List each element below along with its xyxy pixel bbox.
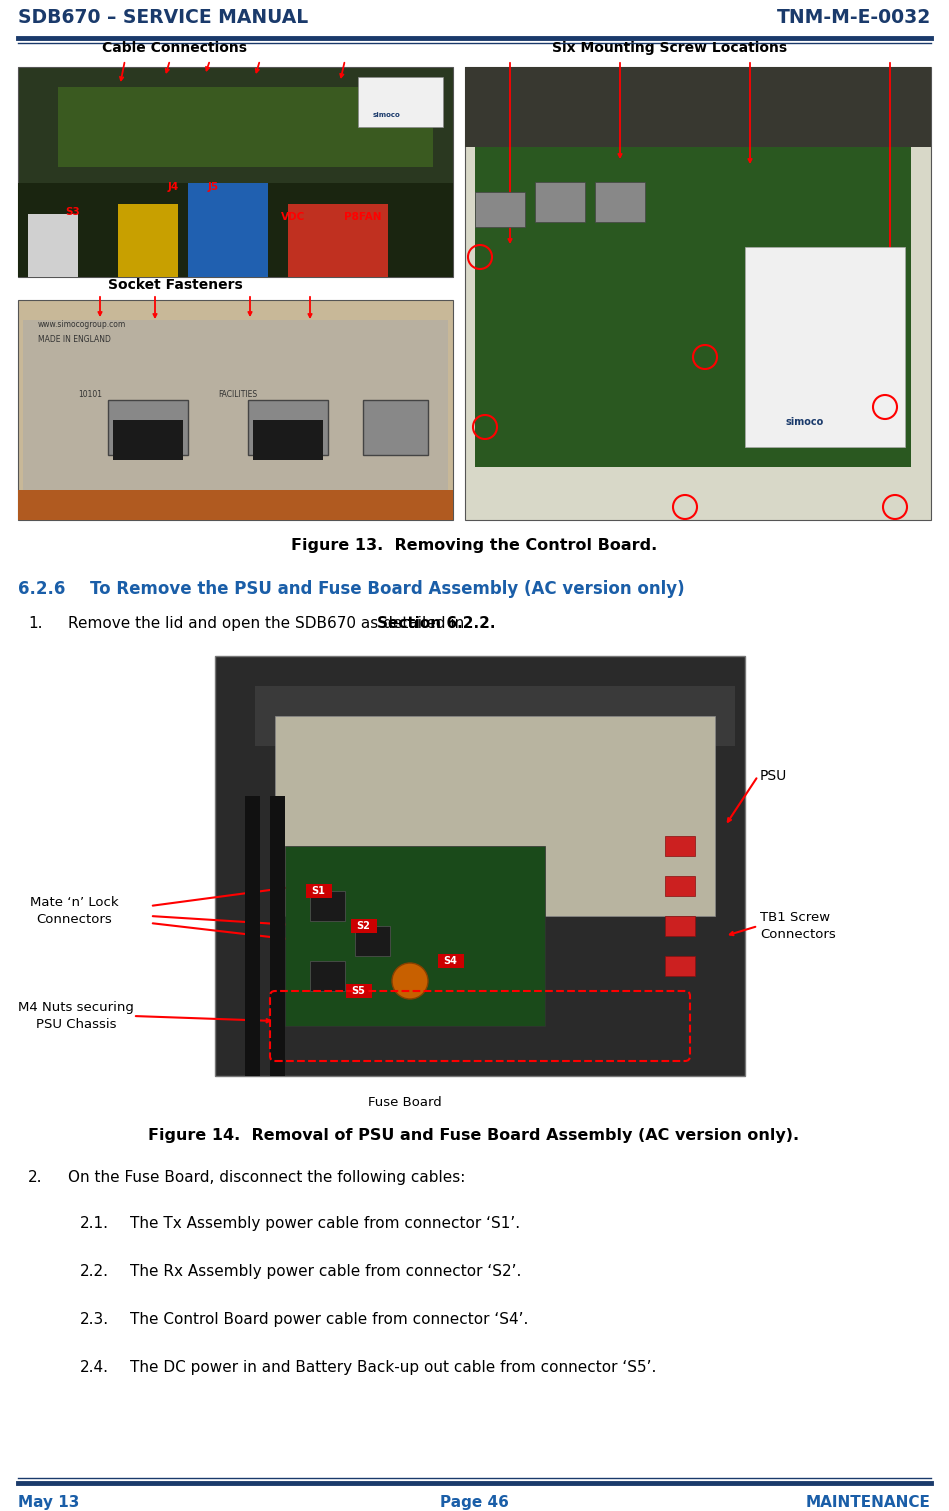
Text: VDC: VDC bbox=[281, 212, 306, 222]
Text: Fuse Board: Fuse Board bbox=[368, 1095, 442, 1109]
Text: P8FAN: P8FAN bbox=[344, 212, 381, 222]
Text: simoco: simoco bbox=[373, 112, 400, 118]
Text: PSU: PSU bbox=[760, 769, 788, 783]
Text: Six Mounting Screw Locations: Six Mounting Screw Locations bbox=[552, 41, 788, 54]
Text: S2: S2 bbox=[356, 922, 370, 931]
Bar bbox=[535, 181, 585, 222]
Bar bbox=[248, 400, 328, 455]
Bar bbox=[113, 420, 183, 459]
Bar bbox=[665, 916, 695, 935]
Text: FACILITIES: FACILITIES bbox=[218, 390, 257, 399]
Text: 6.2.6: 6.2.6 bbox=[18, 580, 65, 598]
Bar bbox=[465, 66, 931, 520]
Bar bbox=[745, 246, 905, 447]
Text: MAINTENANCE: MAINTENANCE bbox=[806, 1494, 931, 1509]
Text: TB1 Screw
Connectors: TB1 Screw Connectors bbox=[760, 911, 836, 941]
Bar bbox=[665, 836, 695, 857]
Bar bbox=[18, 490, 453, 520]
Text: S3: S3 bbox=[65, 207, 81, 218]
Bar bbox=[23, 320, 448, 511]
Text: S1: S1 bbox=[311, 885, 325, 896]
Text: 2.1.: 2.1. bbox=[80, 1216, 109, 1231]
Bar bbox=[108, 400, 188, 455]
Text: S5: S5 bbox=[351, 987, 365, 996]
Text: TNM-M-E-0032: TNM-M-E-0032 bbox=[776, 8, 931, 27]
Bar bbox=[475, 147, 911, 467]
Bar bbox=[288, 204, 388, 277]
Text: M4 Nuts securing
PSU Chassis: M4 Nuts securing PSU Chassis bbox=[18, 1000, 134, 1031]
Bar bbox=[188, 183, 268, 277]
Text: 2.2.: 2.2. bbox=[80, 1265, 109, 1278]
Bar bbox=[665, 876, 695, 896]
Circle shape bbox=[392, 963, 428, 999]
Text: 2.4.: 2.4. bbox=[80, 1360, 109, 1375]
Bar bbox=[310, 961, 345, 991]
Text: May 13: May 13 bbox=[18, 1494, 80, 1509]
Text: Figure 13.  Removing the Control Board.: Figure 13. Removing the Control Board. bbox=[291, 538, 657, 553]
Bar bbox=[18, 183, 453, 277]
Text: J4: J4 bbox=[167, 181, 178, 192]
Bar bbox=[363, 400, 428, 455]
Bar bbox=[18, 301, 453, 520]
Text: The Tx Assembly power cable from connector ‘S1’.: The Tx Assembly power cable from connect… bbox=[130, 1216, 520, 1231]
Bar bbox=[346, 984, 372, 997]
Bar bbox=[355, 926, 390, 956]
Bar bbox=[358, 77, 443, 127]
Text: The DC power in and Battery Back-up out cable from connector ‘S5’.: The DC power in and Battery Back-up out … bbox=[130, 1360, 657, 1375]
Text: To Remove the PSU and Fuse Board Assembly (AC version only): To Remove the PSU and Fuse Board Assembl… bbox=[90, 580, 684, 598]
Text: Page 46: Page 46 bbox=[439, 1494, 509, 1509]
Bar bbox=[285, 846, 545, 1026]
Bar bbox=[595, 181, 645, 222]
Text: Remove the lid and open the SDB670 as detailed in: Remove the lid and open the SDB670 as de… bbox=[68, 616, 469, 632]
Text: S4: S4 bbox=[443, 956, 456, 966]
Bar bbox=[310, 891, 345, 922]
Bar bbox=[58, 88, 433, 168]
Bar bbox=[245, 796, 260, 1076]
Text: 2.3.: 2.3. bbox=[80, 1312, 109, 1327]
Text: J5: J5 bbox=[208, 181, 218, 192]
Text: The Rx Assembly power cable from connector ‘S2’.: The Rx Assembly power cable from connect… bbox=[130, 1265, 521, 1278]
Text: SDB670 – SERVICE MANUAL: SDB670 – SERVICE MANUAL bbox=[18, 8, 308, 27]
Text: Figure 14.  Removal of PSU and Fuse Board Assembly (AC version only).: Figure 14. Removal of PSU and Fuse Board… bbox=[148, 1129, 800, 1142]
Bar bbox=[253, 420, 323, 459]
Bar bbox=[255, 686, 735, 746]
Text: simoco: simoco bbox=[786, 417, 824, 428]
Bar bbox=[465, 66, 931, 147]
Text: Section 6.2.2.: Section 6.2.2. bbox=[377, 616, 495, 632]
Bar bbox=[438, 953, 464, 969]
Text: Mate ‘n’ Lock
Connectors: Mate ‘n’ Lock Connectors bbox=[30, 896, 119, 926]
Bar bbox=[275, 716, 715, 916]
Text: 1.: 1. bbox=[28, 616, 43, 632]
Bar bbox=[118, 204, 178, 277]
Text: www.simocogroup.com: www.simocogroup.com bbox=[38, 320, 126, 329]
Text: Socket Fasteners: Socket Fasteners bbox=[107, 278, 242, 292]
Bar bbox=[18, 66, 453, 277]
Bar bbox=[665, 956, 695, 976]
Text: On the Fuse Board, disconnect the following cables:: On the Fuse Board, disconnect the follow… bbox=[68, 1170, 465, 1185]
Bar bbox=[306, 884, 332, 898]
Bar bbox=[351, 919, 377, 932]
Text: The Control Board power cable from connector ‘S4’.: The Control Board power cable from conne… bbox=[130, 1312, 529, 1327]
Bar bbox=[215, 656, 745, 1076]
Text: MADE IN ENGLAND: MADE IN ENGLAND bbox=[38, 335, 111, 345]
Bar bbox=[270, 796, 285, 1076]
Text: 10101: 10101 bbox=[78, 390, 102, 399]
Bar bbox=[28, 215, 78, 277]
Bar bbox=[475, 192, 525, 227]
Text: Cable Connections: Cable Connections bbox=[102, 41, 248, 54]
Text: 2.: 2. bbox=[28, 1170, 43, 1185]
